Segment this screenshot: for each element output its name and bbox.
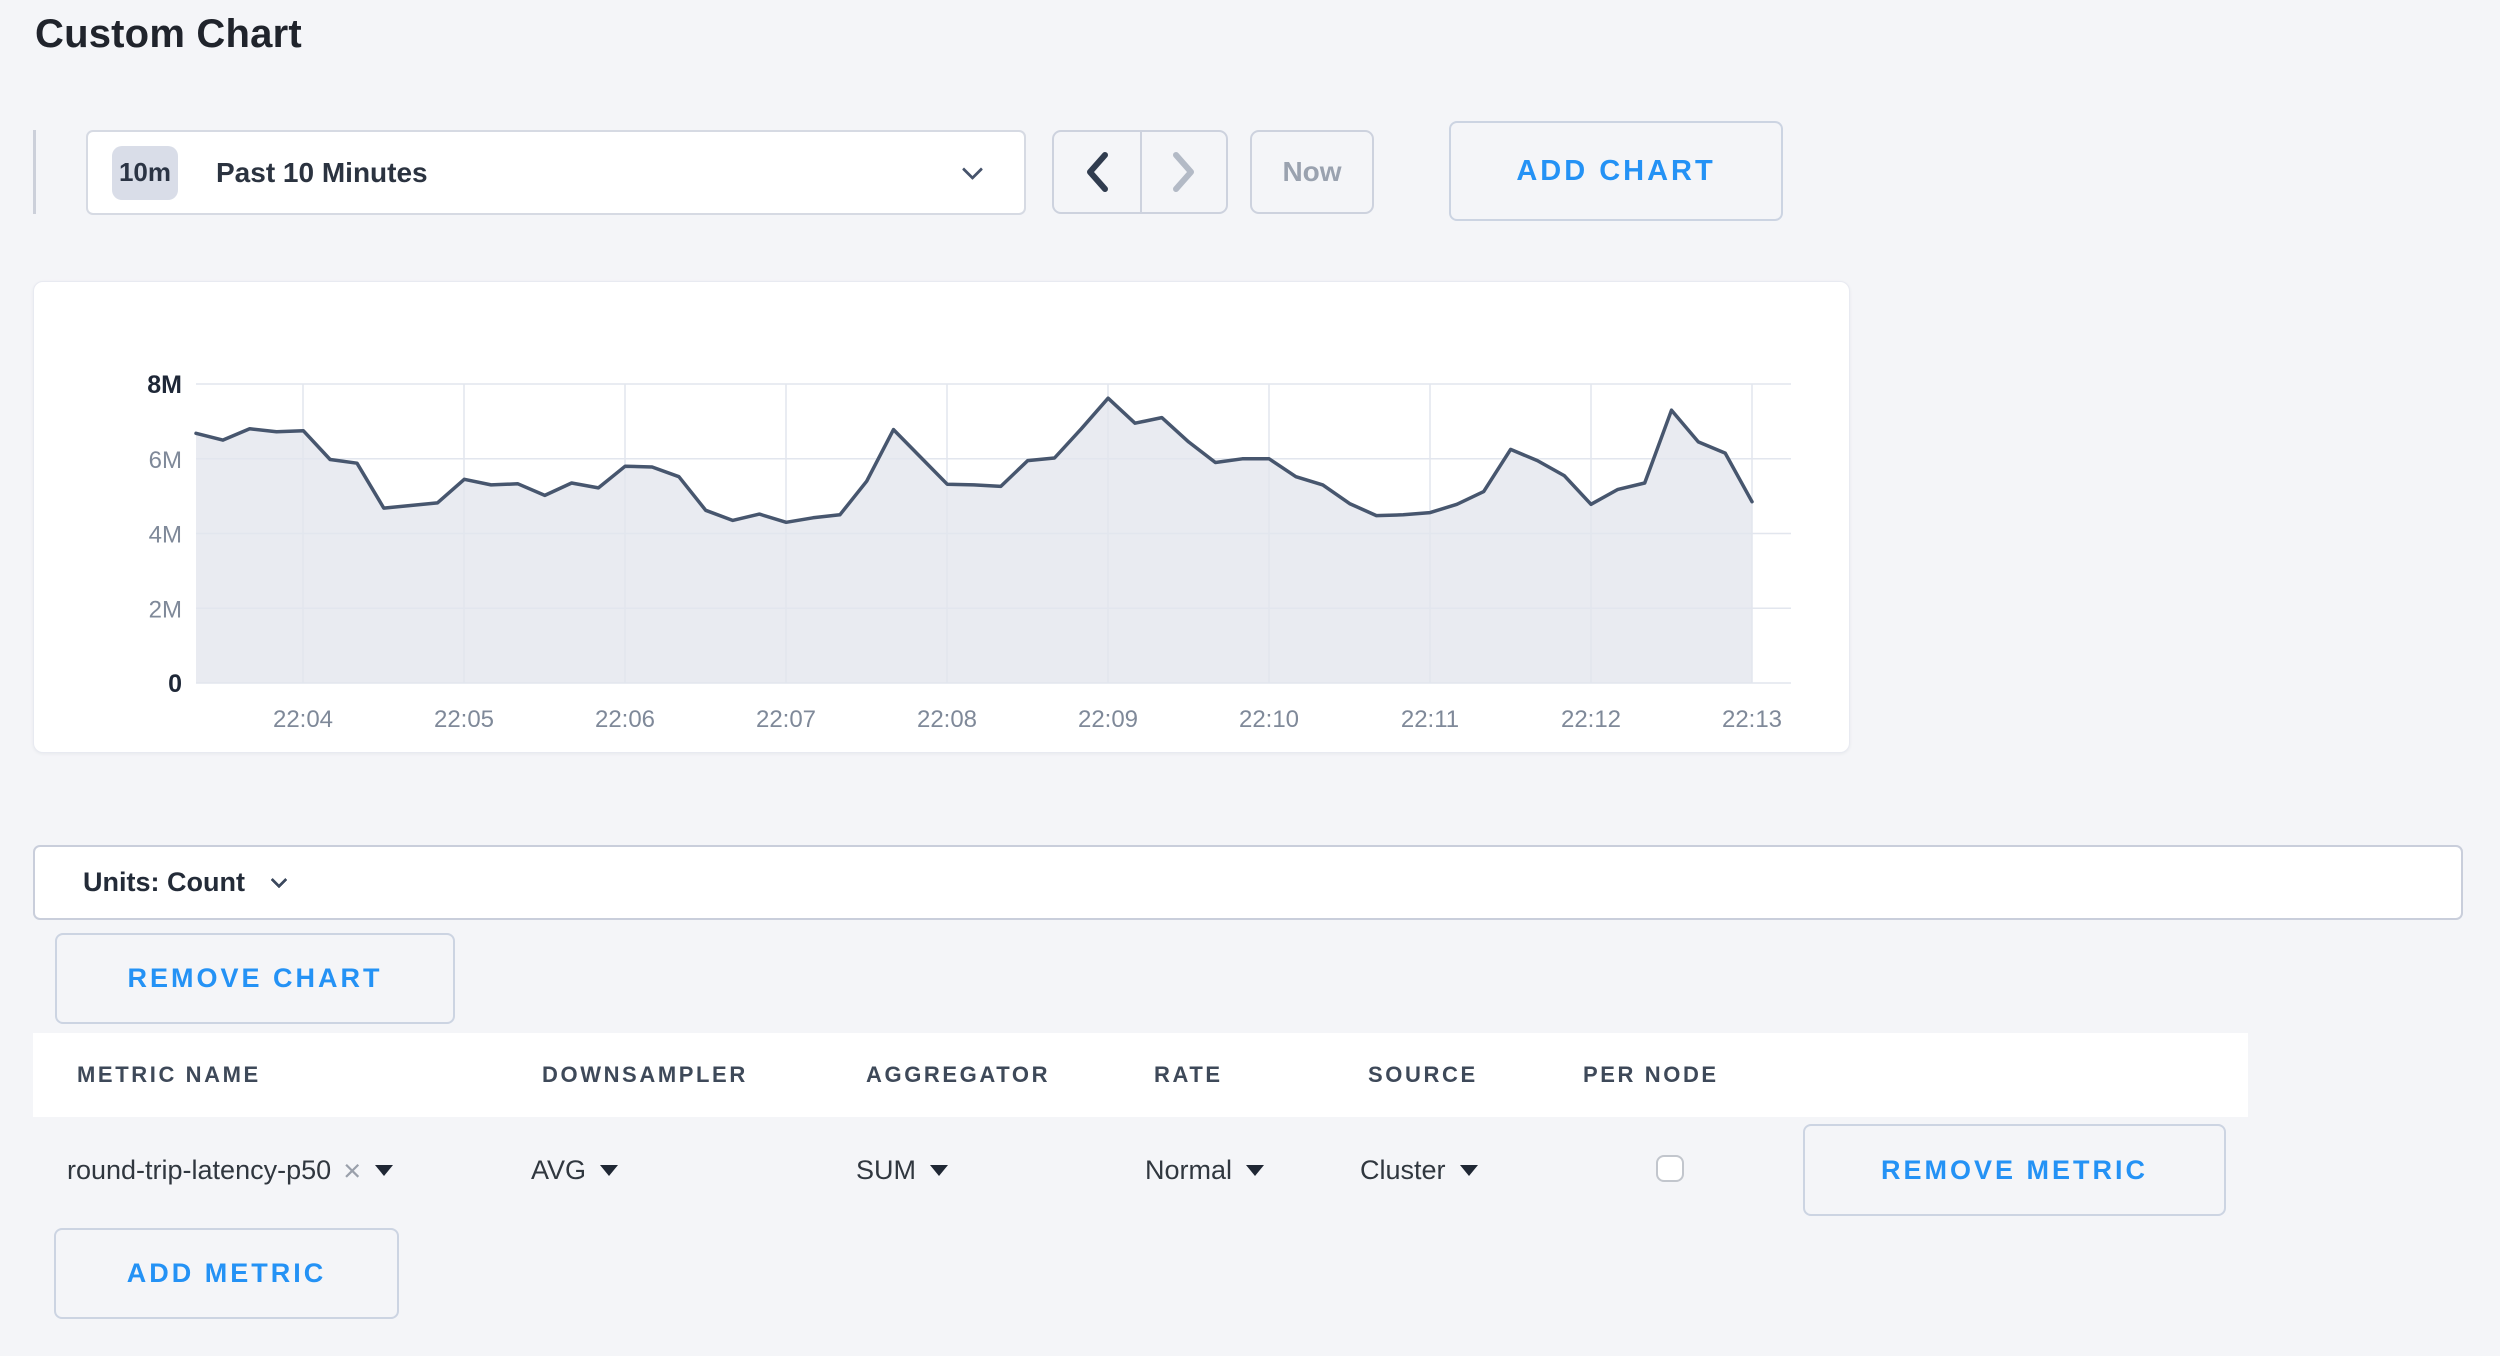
next-time-button[interactable] xyxy=(1140,132,1226,212)
aggregator-select[interactable]: SUM xyxy=(856,1117,948,1224)
caret-down-icon xyxy=(1246,1165,1265,1176)
x-axis-tick: 22:12 xyxy=(1561,706,1621,733)
toolbar: 10m Past 10 Minutes Now ADD CHART xyxy=(0,121,2500,228)
units-dropdown[interactable]: Units: Count xyxy=(33,845,2463,920)
aggregator-value: SUM xyxy=(856,1155,916,1185)
metric-row: round-trip-latency-p50 × AVG SUM Normal … xyxy=(33,1117,2248,1224)
line-chart: 8M 6M 4M 2M 0 22:04 22:05 22:06 22:07 22:08 22:09 2… xyxy=(147,371,1791,733)
column-header-rate: RATE xyxy=(1154,1062,1223,1087)
y-axis-tick: 6M xyxy=(149,447,182,474)
x-axis-tick: 22:09 xyxy=(1078,706,1138,733)
toolbar-accent-line xyxy=(33,130,36,214)
time-range-dropdown[interactable]: 10m Past 10 Minutes xyxy=(86,130,1026,215)
column-header-downsampler: DOWNSAMPLER xyxy=(542,1062,748,1087)
column-header-aggregator: AGGREGATOR xyxy=(866,1062,1051,1087)
chevron-down-icon xyxy=(270,871,288,888)
metric-name-select[interactable]: round-trip-latency-p50 × xyxy=(67,1117,394,1224)
x-axis-tick: 22:04 xyxy=(273,706,333,733)
x-axis-tick: 22:06 xyxy=(595,706,655,733)
downsampler-select[interactable]: AVG xyxy=(531,1117,619,1224)
x-axis-tick: 22:05 xyxy=(434,706,494,733)
rate-value: Normal xyxy=(1145,1155,1233,1185)
caret-down-icon xyxy=(930,1165,948,1176)
y-axis-tick: 2M xyxy=(149,596,182,623)
chevron-left-icon xyxy=(1087,152,1108,192)
caret-down-icon xyxy=(375,1165,394,1176)
series-line xyxy=(194,396,1754,525)
column-header-source: SOURCE xyxy=(1368,1062,1478,1087)
rate-select[interactable]: Normal xyxy=(1145,1117,1265,1224)
source-value: Cluster xyxy=(1360,1155,1446,1185)
remove-chart-button[interactable]: REMOVE CHART xyxy=(55,933,455,1024)
y-axis-tick: 4M xyxy=(149,522,182,549)
x-axis-tick: 22:10 xyxy=(1239,706,1299,733)
metrics-table-header: METRIC NAME DOWNSAMPLER AGGREGATOR RATE … xyxy=(33,1033,2248,1117)
x-axis-tick: 22:08 xyxy=(917,706,977,733)
metric-name-value: round-trip-latency-p50 xyxy=(67,1155,332,1185)
x-axis-tick: 22:11 xyxy=(1401,706,1459,733)
column-header-metric-name: METRIC NAME xyxy=(77,1062,261,1087)
y-axis-tick: 8M xyxy=(147,371,182,399)
x-axis-tick: 22:13 xyxy=(1722,706,1782,733)
column-header-per-node: PER NODE xyxy=(1583,1062,1719,1087)
per-node-checkbox[interactable] xyxy=(1656,1155,1684,1182)
series-area xyxy=(196,398,1752,683)
units-label: Units: Count xyxy=(83,867,245,897)
add-chart-button[interactable]: ADD CHART xyxy=(1449,121,1783,221)
chevron-right-icon xyxy=(1173,152,1194,192)
caret-down-icon xyxy=(600,1165,619,1176)
y-axis-tick: 0 xyxy=(168,670,182,698)
prev-time-button[interactable] xyxy=(1054,132,1140,212)
time-range-label: Past 10 Minutes xyxy=(216,156,428,188)
now-button[interactable]: Now xyxy=(1250,130,1374,214)
close-icon[interactable]: × xyxy=(343,1153,362,1188)
chart-card: 8M 6M 4M 2M 0 22:04 22:05 22:06 22:07 22:08 22:09 2… xyxy=(33,281,1850,753)
source-select[interactable]: Cluster xyxy=(1360,1117,1478,1224)
add-metric-button[interactable]: ADD METRIC xyxy=(54,1228,399,1319)
chevron-down-icon xyxy=(961,158,984,181)
remove-metric-button[interactable]: REMOVE METRIC xyxy=(1803,1124,2226,1216)
time-range-badge: 10m xyxy=(112,145,178,200)
page-title: Custom Chart xyxy=(35,12,302,56)
time-pager xyxy=(1052,130,1228,214)
caret-down-icon xyxy=(1459,1165,1478,1176)
x-axis-tick: 22:07 xyxy=(756,706,816,733)
downsampler-value: AVG xyxy=(531,1155,587,1185)
